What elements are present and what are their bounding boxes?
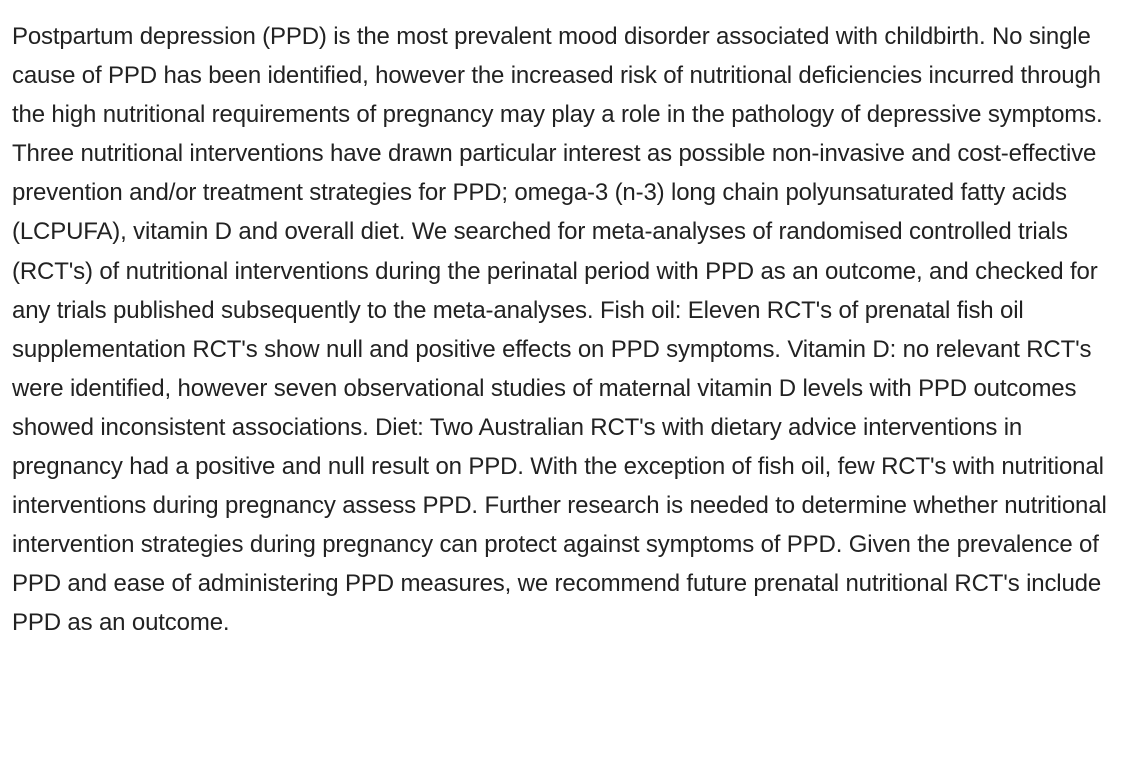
abstract-paragraph: Postpartum depression (PPD) is the most … (12, 23, 1107, 637)
